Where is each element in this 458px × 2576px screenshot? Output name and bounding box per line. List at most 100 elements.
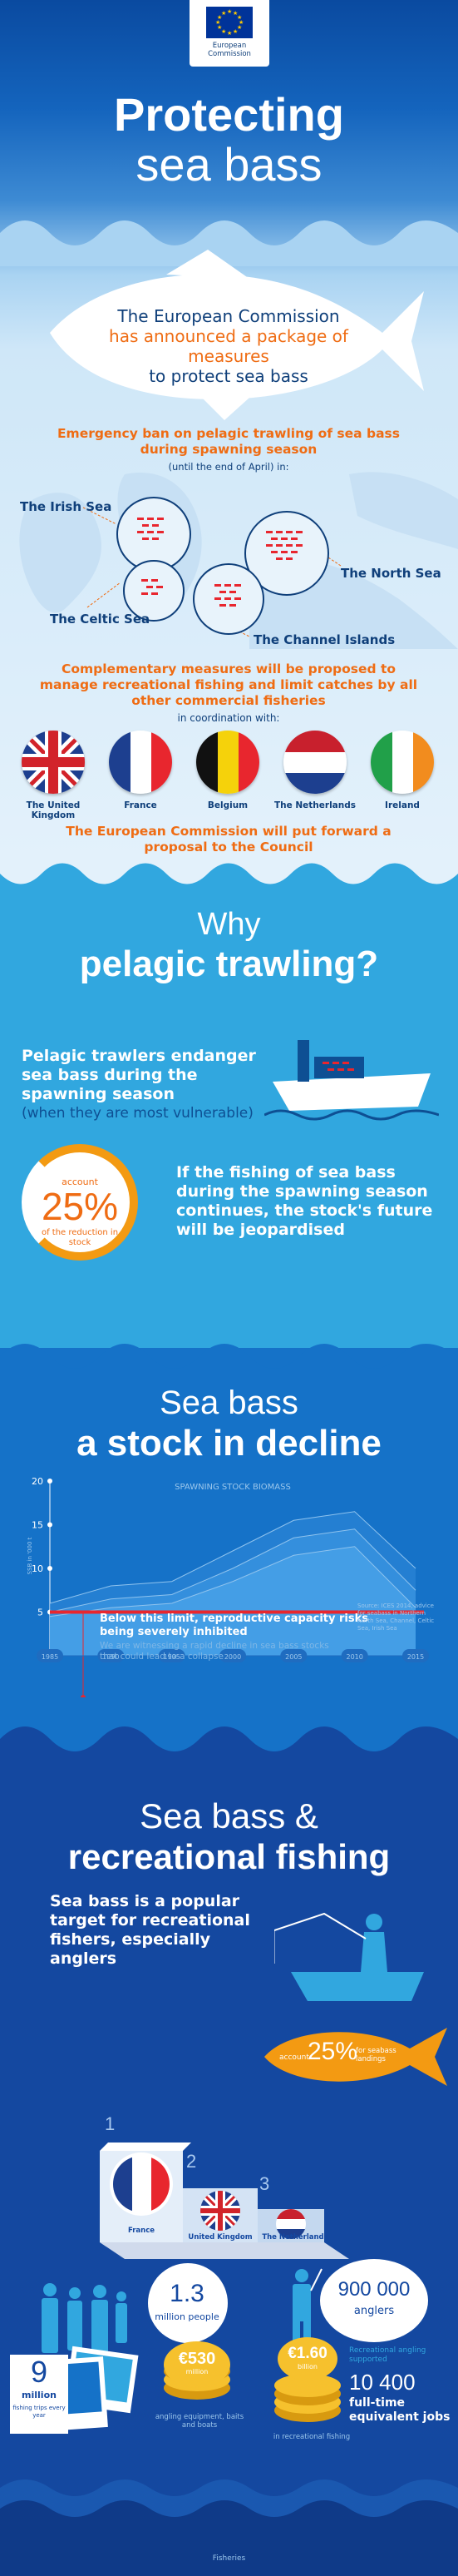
chart-xtick-label: 1985 — [42, 1653, 58, 1661]
logo-text: European Commission — [208, 42, 251, 58]
country-name-belgium: Belgium — [207, 800, 249, 810]
percent-value: 25% — [41, 1185, 119, 1228]
source-note: Source: ICES 2014, advice for seabass in… — [357, 1603, 435, 1632]
angler-boat-icon — [274, 1912, 424, 2001]
chart-xtick-label: 2015 — [407, 1653, 424, 1661]
main-title-line1: Protecting — [114, 88, 344, 141]
limit-warning-title: Below this limit, reproductive capacity … — [100, 1612, 368, 1638]
chart-series-line-2 — [49, 1546, 416, 1617]
north-sea-label: The North Sea — [341, 566, 441, 581]
why-title-line1: Why — [197, 907, 261, 942]
netherlands-flag-icon — [283, 731, 347, 794]
chart-ytick-dot — [47, 1566, 52, 1571]
eu-flag-icon: ★ ★ ★ ★ ★ ★ ★ ★ ★ ★ ★ ★ — [206, 7, 253, 38]
irish-sea-circle — [116, 497, 191, 572]
footer-bar — [0, 2538, 458, 2576]
spend-value: €530 — [178, 2350, 216, 2368]
emergency-ban-text: Emergency ban on pelagic trawling of sea… — [57, 426, 401, 457]
sea-bass-silhouette-icon — [50, 250, 424, 420]
trips-unit: million — [22, 2390, 57, 2400]
angler-person-icon — [293, 2268, 323, 2341]
announce-line3: to protect sea bass — [149, 366, 308, 386]
chart-ytick-label: 5 — [37, 1608, 43, 1618]
chart-xtick-pill — [97, 1649, 125, 1662]
chart-xtick-label: 2000 — [224, 1653, 241, 1661]
coordination-text: in coordination with: — [177, 712, 280, 724]
proposal-text: The European Commission will put forward… — [66, 824, 392, 855]
rec-landings-label: for seabass landings — [356, 2047, 396, 2063]
chart-xtick-pill — [341, 1649, 368, 1662]
belgium-flag-icon — [196, 731, 259, 794]
podium-rank-1: 1 — [105, 2113, 116, 2134]
pelagic-endanger-text: Pelagic trawlers endanger sea bass durin… — [22, 1047, 256, 1103]
until-april-text: (until the end of April) in: — [168, 461, 289, 473]
podium-country-3: The Netherlands — [262, 2233, 328, 2242]
fish-school-icon — [137, 518, 303, 607]
photos-icon — [10, 2346, 139, 2434]
decline-title-line1: Sea bass — [160, 1385, 298, 1421]
measures-section — [0, 0, 458, 857]
recreational-title-line2: recreational fishing — [67, 1837, 391, 1876]
chart-ytick-label: 10 — [32, 1563, 43, 1574]
country-podium — [100, 2143, 349, 2259]
wave-divider — [0, 2479, 458, 2538]
wave-divider — [0, 220, 458, 266]
complementary-measures-text: Complementary measures will be proposed … — [39, 661, 418, 708]
chart-ytick-label: 15 — [32, 1520, 43, 1531]
percent-account-label: account — [62, 1177, 98, 1187]
jeopardised-text: If the fishing of sea bass during the sp… — [176, 1163, 433, 1239]
podium-country-2: United Kingdom — [188, 2233, 253, 2242]
limit-warning-sub: We are witnessing a rapid decline in sea… — [100, 1641, 329, 1662]
chart-limit-dot — [81, 1695, 86, 1697]
chart-xtick-pill — [158, 1649, 185, 1662]
footer-text: Fisheries — [212, 2554, 246, 2563]
chart-ytick-dot — [47, 1479, 52, 1484]
people-icon — [42, 2283, 127, 2353]
country-name-uk: The United Kingdom — [26, 800, 81, 820]
country-name-ireland: Ireland — [385, 800, 420, 810]
chart-series-area-2 — [50, 1546, 416, 1656]
chart-xtick-label: 2010 — [346, 1653, 362, 1661]
percent-ring — [22, 1144, 138, 1261]
billion-value: €1.60 — [288, 2345, 327, 2362]
chart-xtick-pill — [280, 1649, 308, 1662]
main-title-line2: sea bass — [135, 138, 323, 191]
uk-flag-icon — [22, 731, 85, 794]
chart-series-line-1 — [49, 1528, 416, 1612]
france-flag-icon — [109, 731, 172, 794]
channel-islands-label: The Channel Islands — [254, 632, 396, 647]
chart-xtick-pill — [37, 1649, 63, 1662]
recreational-section — [0, 1756, 458, 2576]
chart-series-line-0 — [49, 1511, 416, 1604]
ireland-flag-icon — [371, 731, 434, 794]
spend-label: angling equipment, baits and boats — [155, 2413, 244, 2430]
announce-line1: The European Commission — [117, 306, 340, 326]
announcement-text: The European Commission has announced a … — [75, 306, 382, 386]
podium-country-1: France — [127, 2227, 155, 2235]
chart-xtick-label: 2005 — [285, 1653, 302, 1661]
people-label: million people — [155, 2311, 219, 2322]
chart-xtick-label: 1990 — [102, 1653, 119, 1661]
jobs-intro: Recreational angling supported — [349, 2346, 426, 2364]
coin-stack-icon — [274, 2337, 341, 2422]
rec-account-label: account — [279, 2053, 309, 2062]
podium-rank-2: 2 — [186, 2151, 197, 2172]
orange-fish-icon — [264, 2028, 447, 2086]
percent-reduction-label: of the reduction in stock — [41, 1228, 119, 1247]
wave-divider — [0, 857, 458, 884]
why-title-line2: pelagic trawling? — [79, 944, 379, 984]
irish-sea-label: The Irish Sea — [20, 499, 112, 514]
european-commission-logo: ★ ★ ★ ★ ★ ★ ★ ★ ★ ★ ★ ★ European Commiss… — [190, 0, 269, 67]
recreational-title-line1: Sea bass & — [140, 1796, 318, 1835]
sea-areas-map — [82, 497, 342, 637]
trips-label: fishing trips every year — [12, 2405, 66, 2419]
chart-xtick-pill — [219, 1649, 246, 1662]
vulnerable-text: (when they are most vulnerable) — [22, 1105, 254, 1122]
chart-ytick-label: 20 — [32, 1476, 43, 1487]
country-name-netherlands: The Netherlands — [273, 800, 357, 810]
decline-title-line2: a stock in decline — [76, 1423, 382, 1464]
chart-xtick-label: 1995 — [163, 1653, 180, 1661]
jobs-label: full-time equivalent jobs — [349, 2396, 451, 2424]
